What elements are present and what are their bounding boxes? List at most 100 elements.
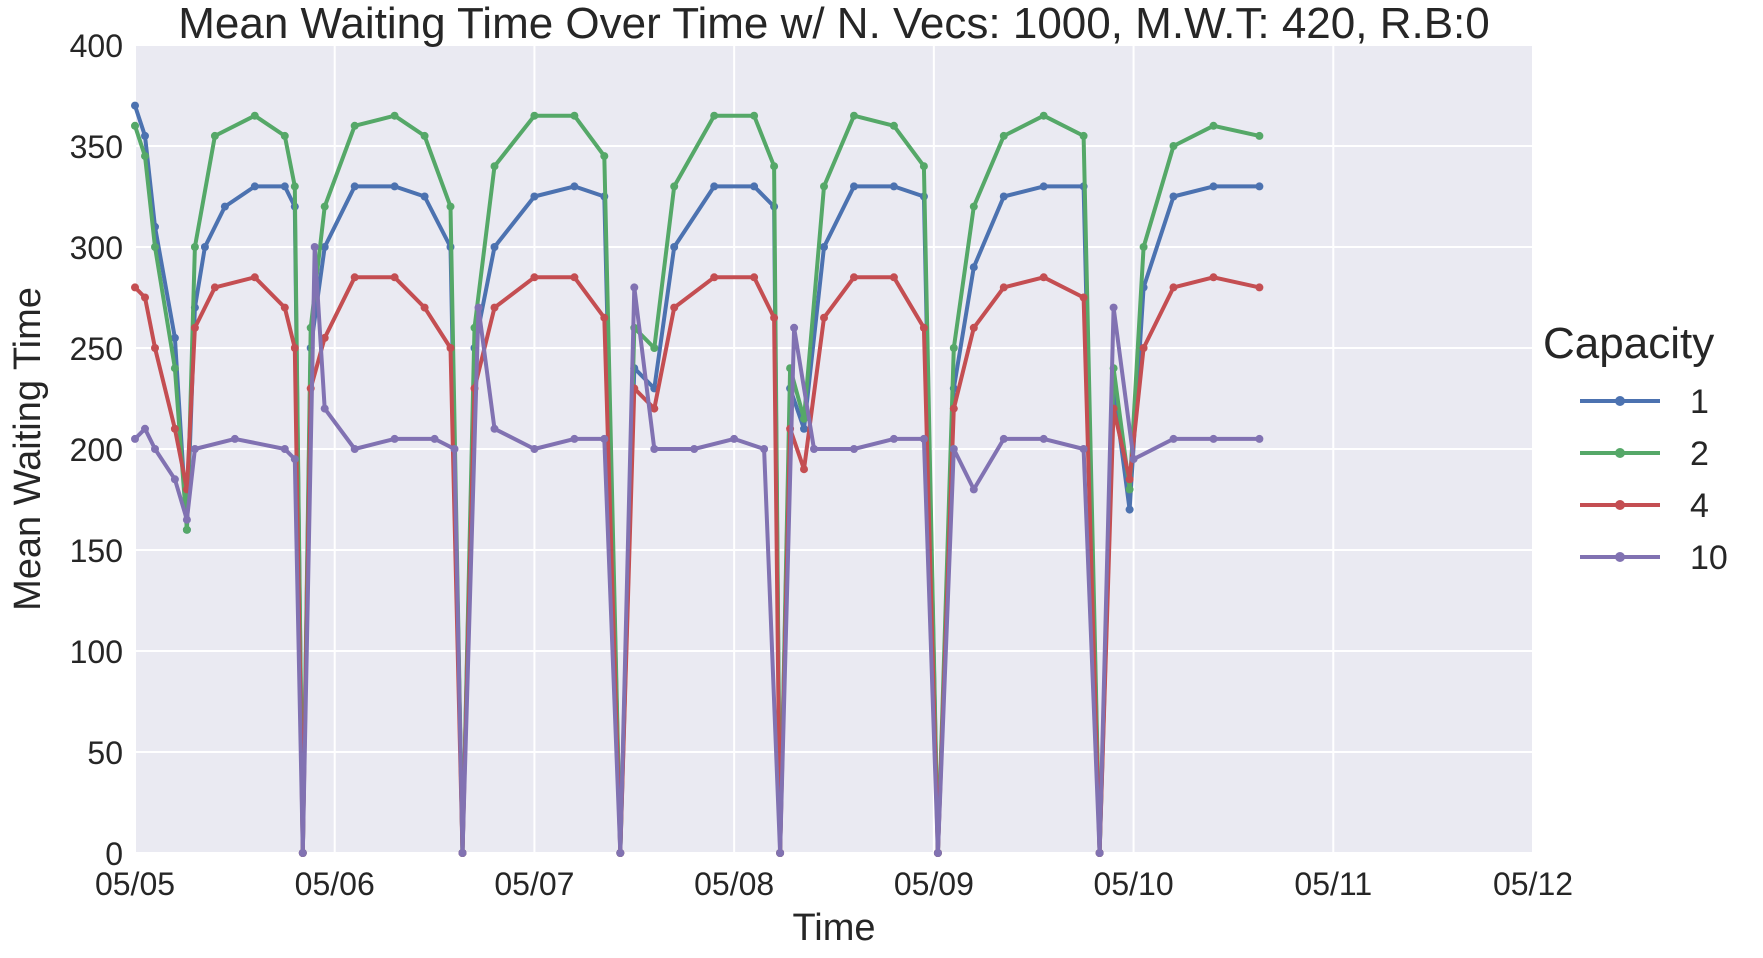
data-point	[933, 849, 942, 857]
data-point	[446, 344, 455, 352]
data-point	[770, 313, 779, 322]
data-point	[141, 293, 149, 302]
data-point	[710, 182, 719, 191]
data-point	[850, 182, 858, 191]
data-point	[210, 131, 219, 140]
data-point	[889, 182, 898, 191]
data-point	[390, 182, 399, 191]
data-point	[350, 182, 359, 191]
data-point	[776, 849, 785, 857]
data-point	[949, 445, 958, 453]
data-point	[1169, 283, 1178, 292]
data-point	[1139, 243, 1148, 251]
data-point	[350, 121, 359, 130]
data-point	[280, 303, 289, 312]
legend-label-2: 2	[1690, 435, 1709, 473]
data-point	[530, 273, 539, 282]
legend-marker-10	[1615, 552, 1625, 562]
data-point	[141, 424, 149, 433]
x-tick-label: 05/05	[95, 866, 175, 902]
data-point	[490, 162, 499, 171]
data-point	[141, 131, 149, 140]
data-point	[850, 273, 858, 282]
data-point	[600, 434, 609, 443]
data-point	[530, 192, 539, 201]
data-point	[570, 273, 579, 282]
data-point	[280, 445, 289, 453]
data-point	[131, 101, 139, 110]
data-point	[220, 202, 229, 211]
data-point	[750, 182, 759, 191]
data-point	[570, 111, 579, 120]
data-point	[670, 243, 679, 251]
data-point	[670, 182, 679, 191]
data-point	[490, 303, 499, 312]
data-point	[750, 111, 759, 120]
x-axis-label: Time	[792, 907, 875, 949]
data-point	[320, 243, 329, 251]
data-point	[430, 434, 439, 443]
data-point	[1125, 505, 1134, 514]
data-point	[770, 162, 779, 171]
data-point	[1169, 142, 1178, 150]
data-point	[1209, 121, 1218, 130]
data-point	[450, 445, 459, 453]
y-tick-label: 50	[87, 735, 123, 771]
data-point	[1255, 283, 1264, 292]
data-point	[650, 344, 659, 352]
data-point	[750, 273, 759, 282]
data-point	[250, 111, 259, 120]
data-point	[1255, 434, 1264, 443]
data-point	[298, 849, 307, 857]
y-tick-label: 250	[70, 331, 123, 367]
x-tick-label: 05/09	[894, 866, 974, 902]
y-tick-labels: 0 50 100 150 200 250 300 350 400	[70, 28, 123, 872]
data-point	[760, 445, 769, 453]
data-point	[850, 445, 858, 453]
data-point	[889, 273, 898, 282]
data-point	[710, 273, 719, 282]
data-point	[131, 283, 139, 292]
data-point	[190, 445, 199, 453]
data-point	[1039, 273, 1048, 282]
data-point	[730, 434, 739, 443]
data-point	[949, 404, 958, 413]
x-tick-label: 05/10	[1094, 866, 1174, 902]
series-10	[131, 243, 1264, 857]
x-tick-label: 05/07	[494, 866, 574, 902]
data-point	[820, 313, 828, 322]
data-point	[170, 475, 179, 484]
data-point	[820, 243, 828, 251]
data-point	[1079, 445, 1088, 453]
data-point	[570, 182, 579, 191]
data-point	[446, 202, 455, 211]
data-point	[290, 182, 299, 191]
data-point	[490, 243, 499, 251]
x-tick-labels: 05/05 05/06 05/07 05/08 05/09 05/10 05/11 05/12	[95, 866, 1573, 902]
data-point	[280, 182, 289, 191]
data-point	[1209, 273, 1218, 282]
data-point	[530, 111, 539, 120]
y-tick-label: 150	[70, 533, 123, 569]
data-point	[800, 465, 808, 474]
data-point	[250, 182, 259, 191]
data-point	[170, 333, 179, 342]
data-point	[650, 445, 659, 453]
data-point	[889, 121, 898, 130]
data-point	[630, 283, 639, 292]
y-tick-label: 300	[70, 230, 123, 266]
data-point	[390, 111, 399, 120]
data-point	[600, 313, 609, 322]
data-point	[1209, 434, 1218, 443]
x-tick-label: 05/12	[1493, 866, 1573, 902]
legend-label-10: 10	[1690, 539, 1728, 577]
data-point	[1125, 485, 1134, 494]
data-point	[616, 849, 625, 857]
data-point	[230, 434, 239, 443]
data-point	[969, 485, 978, 494]
data-point	[999, 131, 1008, 140]
data-point	[290, 455, 299, 464]
data-point	[530, 445, 539, 453]
